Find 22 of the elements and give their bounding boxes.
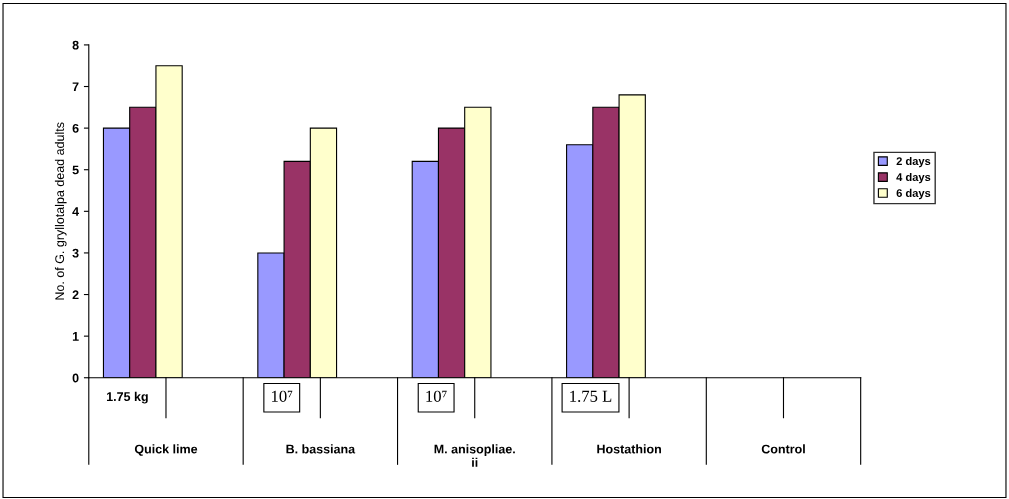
y-tick-label: 2: [72, 290, 79, 300]
text: 10⁷: [426, 390, 447, 402]
y-tick-label: 0: [72, 373, 79, 383]
y-tick-label: 8: [72, 40, 79, 50]
x-tick-label: M. anisopliae. ii: [434, 444, 515, 467]
x-tick-label: Quick lime: [134, 444, 198, 456]
x-tick-label: Hostathion: [597, 444, 661, 454]
legend-label: 2 days: [896, 156, 931, 168]
x-tick-label: Control: [761, 444, 805, 454]
y-tick-label: 3: [72, 248, 79, 258]
text: 10⁷: [271, 390, 293, 402]
y-tick-label: 6: [72, 123, 79, 133]
x-tick-label: B. bassiana: [286, 444, 356, 454]
y-tick-label: 5: [72, 165, 79, 175]
text: 1.75 L: [570, 390, 612, 402]
legend-label: 4 days: [896, 172, 931, 184]
text: 1.75 kg: [106, 391, 148, 404]
y-axis-title: No. of G. gryllotalpa dead adults: [54, 122, 67, 300]
y-tick-label: 4: [72, 207, 79, 216]
legend-label: 6 days: [896, 188, 931, 200]
y-tick-label: 7: [72, 82, 79, 92]
y-tick-label: 1: [72, 332, 79, 341]
